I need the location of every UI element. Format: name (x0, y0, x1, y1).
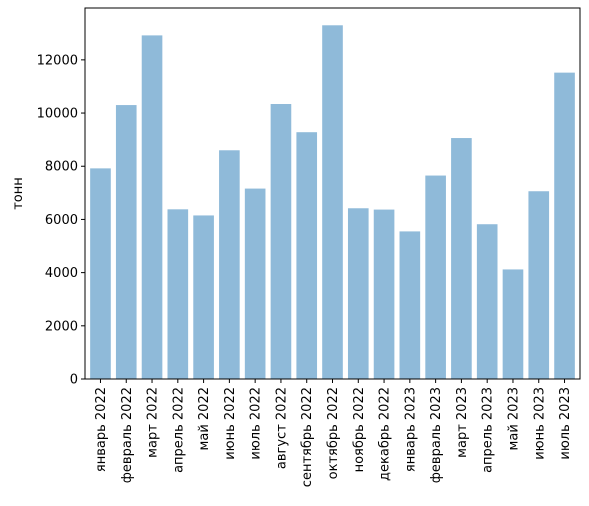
x-tick-label: ноябрь 2022 (352, 387, 367, 472)
y-axis-ticks: 0 2000 4000 6000 8000 10000 12000 (37, 53, 85, 388)
y-tick-label: 6000 (45, 213, 78, 228)
bar (322, 25, 343, 379)
y-axis-label: тонн (11, 177, 26, 210)
bar (425, 175, 446, 379)
bar (141, 35, 163, 379)
x-tick-label: август 2022 (274, 387, 289, 469)
x-tick-label: декабрь 2022 (378, 387, 393, 481)
x-tick-label: июнь 2023 (532, 387, 547, 460)
y-tick-label: 10000 (37, 107, 78, 122)
y-tick-label: 8000 (45, 160, 78, 175)
bar (451, 138, 472, 379)
x-tick-label: май 2023 (506, 387, 521, 450)
x-tick-label: июнь 2022 (223, 387, 238, 460)
x-tick-label: январь 2023 (403, 387, 418, 472)
y-tick-label: 4000 (45, 266, 78, 281)
bar (554, 72, 575, 379)
x-tick-label: февраль 2023 (429, 387, 444, 483)
bar (115, 105, 137, 379)
bar (373, 209, 395, 379)
bar (167, 209, 189, 379)
bar (502, 269, 524, 379)
bar (244, 188, 266, 379)
x-tick-label: январь 2022 (94, 387, 109, 472)
bars (90, 25, 575, 379)
x-tick-label: май 2022 (197, 387, 212, 450)
y-tick-label: 12000 (37, 53, 78, 68)
bar (476, 224, 498, 379)
y-tick-label: 0 (70, 373, 78, 388)
bar (399, 231, 421, 379)
bar (347, 208, 369, 379)
x-tick-label: февраль 2022 (120, 387, 135, 483)
bar (193, 215, 214, 379)
x-tick-label: июль 2022 (249, 387, 264, 460)
bar (90, 168, 111, 379)
bar (296, 132, 318, 379)
x-tick-label: апрель 2023 (481, 387, 496, 473)
x-axis-ticks: январь 2022 февраль 2022 март 2022 апрель 2… (94, 379, 573, 487)
y-tick-label: 2000 (45, 319, 78, 334)
x-tick-label: июль 2023 (558, 387, 573, 460)
x-tick-label: март 2022 (146, 387, 161, 458)
x-tick-label: март 2023 (455, 387, 470, 458)
bar (270, 104, 292, 379)
x-tick-label: сентябрь 2022 (300, 387, 315, 487)
bar (219, 150, 240, 379)
x-tick-label: апрель 2022 (171, 387, 186, 473)
plot-frame (84, 7, 581, 380)
bar (528, 191, 550, 379)
x-tick-label: октябрь 2022 (326, 387, 341, 479)
